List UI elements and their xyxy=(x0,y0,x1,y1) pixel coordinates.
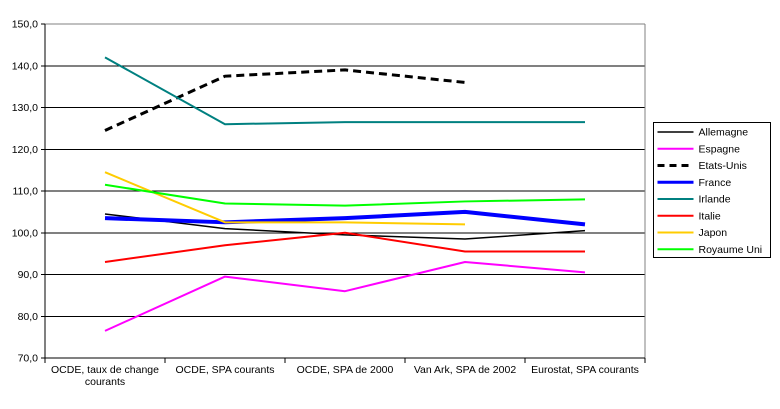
series-line-espagne xyxy=(104,260,586,332)
legend: Allemagne Espagne Etats-Unis France Irlande I… xyxy=(653,122,771,258)
y-axis-label: 100,0 xyxy=(12,227,38,239)
y-axis-label: 80,0 xyxy=(18,311,39,323)
x-axis-label-eurostat-spa-courants: Eurostat, SPA courants xyxy=(531,364,639,376)
y-axis-label: 70,0 xyxy=(18,353,39,365)
legend-item-japon: Japon xyxy=(657,227,728,239)
legend-label: France xyxy=(699,177,732,189)
legend-label: Allemagne xyxy=(699,127,749,139)
series-line-japon xyxy=(104,171,466,226)
series-line-allemagne xyxy=(104,213,586,240)
legend-item-etats-unis: Etats-Unis xyxy=(657,160,747,172)
legend-label: Espagne xyxy=(699,143,741,155)
legend-label: Irlande xyxy=(699,194,731,206)
y-axis-label: 110,0 xyxy=(13,186,39,198)
y-axis-label: 140,0 xyxy=(12,60,38,72)
legend-label: Italie xyxy=(699,210,721,222)
legend-item-allemagne: Allemagne xyxy=(657,127,749,139)
legend-label: Japon xyxy=(699,227,728,239)
y-axis-label: 90,0 xyxy=(18,269,39,281)
legend-label: Etats-Unis xyxy=(699,160,747,172)
legend-label: Royaume Uni xyxy=(699,244,763,256)
x-axis-label-ocde-taux-de-change-courants: courants xyxy=(85,376,125,388)
legend-item-italie: Italie xyxy=(657,210,721,222)
y-axis-labels: 150,0 140,0 130,0 120,0 110,0 100,0 90,0 80,0 70… xyxy=(12,19,38,365)
x-axis-label-ocde-taux-de-change-courants: OCDE, taux de change xyxy=(51,364,159,376)
y-axis-label: 120,0 xyxy=(12,144,38,156)
x-axis-label-ocde-spa-courants: OCDE, SPA courants xyxy=(175,364,274,376)
legend-item-irlande: Irlande xyxy=(657,194,731,206)
series-line-italie xyxy=(104,231,585,263)
y-axis-label: 130,0 xyxy=(12,102,38,114)
series-line-royaume-uni xyxy=(104,183,586,207)
series-line-france xyxy=(104,209,586,227)
series-lines xyxy=(104,56,586,332)
x-axis-label-ocde-spa-de-2000: OCDE, SPA de 2000 xyxy=(297,364,394,376)
legend-item-royaume-uni: Royaume Uni xyxy=(657,244,763,256)
axes xyxy=(41,23,646,363)
x-axis-label-van-ark-spa-de-2002: Van Ark, SPA de 2002 xyxy=(414,364,517,376)
legend-item-france: France xyxy=(657,177,732,189)
y-axis-label: 150,0 xyxy=(12,19,38,31)
legend-box xyxy=(653,122,771,258)
legend-item-espagne: Espagne xyxy=(657,143,741,155)
series-line-etats-unis xyxy=(104,68,466,132)
series-line-irlande xyxy=(104,56,585,126)
